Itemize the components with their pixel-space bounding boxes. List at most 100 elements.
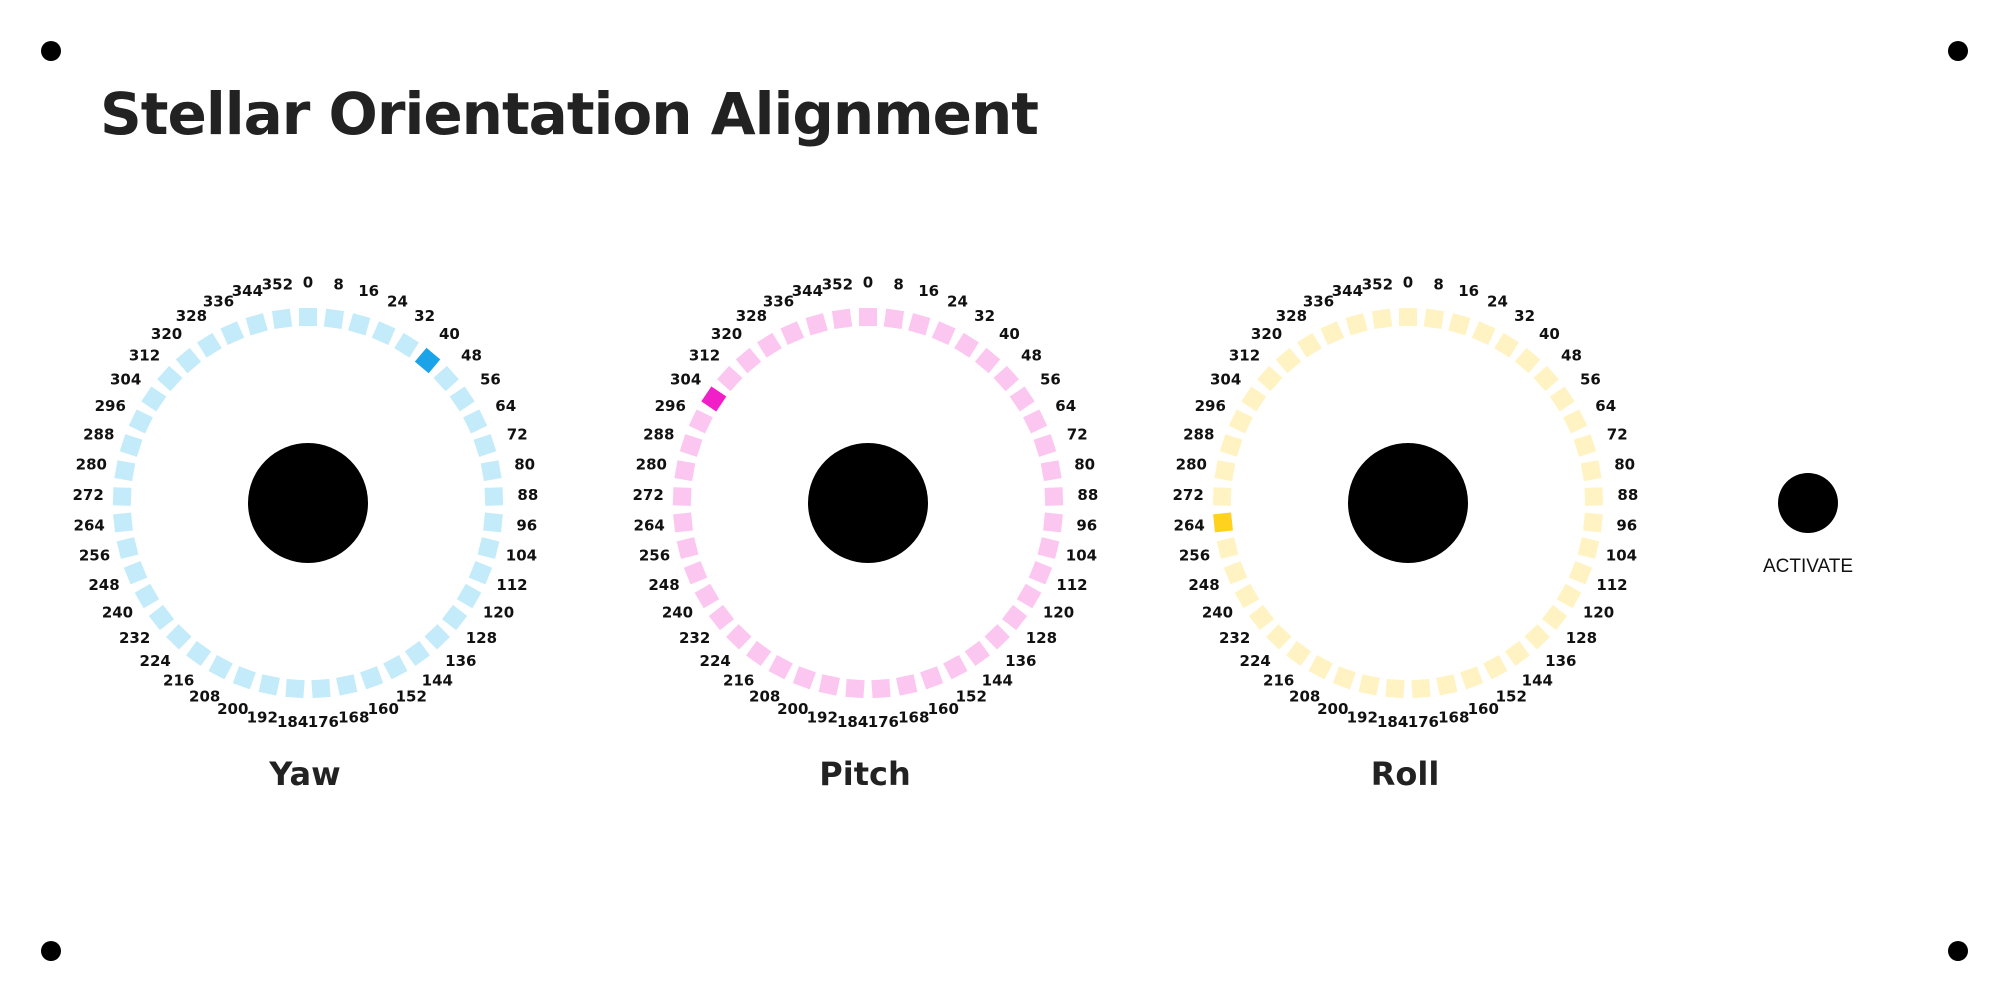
dial-segment[interactable] — [1448, 313, 1471, 336]
dial-segment[interactable] — [441, 604, 468, 631]
dial-segment[interactable] — [1016, 583, 1042, 609]
dial-segment[interactable] — [232, 666, 256, 690]
dial-segment[interactable] — [456, 583, 482, 609]
dial-segment[interactable] — [1577, 537, 1600, 559]
dial-segment[interactable] — [831, 308, 853, 329]
dial-segment[interactable] — [1399, 308, 1417, 326]
dial-segment[interactable] — [768, 655, 793, 680]
dial-segment[interactable] — [1471, 321, 1496, 345]
dial-segment[interactable] — [113, 512, 133, 533]
dial-segment[interactable] — [931, 321, 956, 345]
dial-segment[interactable] — [954, 332, 979, 358]
activate-label[interactable]: ACTIVATE — [1763, 556, 1853, 577]
dial-segment[interactable] — [175, 347, 202, 374]
dial-segment[interactable] — [123, 560, 148, 585]
dial-segment[interactable] — [993, 365, 1019, 392]
dial-segment[interactable] — [1371, 308, 1393, 329]
dial-segment[interactable] — [845, 678, 865, 699]
dial-segment[interactable] — [1345, 313, 1368, 336]
dial-segment[interactable] — [1033, 434, 1057, 457]
dial-segment[interactable] — [1533, 365, 1559, 392]
dial-segment[interactable] — [186, 640, 212, 667]
dial-segment[interactable] — [920, 666, 944, 690]
dial-segment[interactable] — [964, 640, 990, 667]
dial-segment[interactable] — [1266, 624, 1292, 650]
dial-segment[interactable] — [141, 386, 167, 412]
dial-segment[interactable] — [1297, 332, 1322, 358]
dial-indicator[interactable] — [1213, 512, 1233, 533]
dial-segment[interactable] — [1460, 666, 1484, 690]
dial-segment[interactable] — [746, 640, 772, 667]
dial-segment[interactable] — [1423, 308, 1445, 329]
dial-segment[interactable] — [1556, 583, 1582, 609]
dial-segment[interactable] — [335, 674, 358, 696]
dial-segment[interactable] — [1040, 460, 1062, 482]
dial-segment[interactable] — [371, 321, 396, 345]
dial-segment[interactable] — [220, 321, 245, 345]
dial-segment[interactable] — [1541, 604, 1568, 631]
dial-segment[interactable] — [463, 409, 488, 434]
dial-segment[interactable] — [1248, 604, 1275, 631]
dial-segment[interactable] — [424, 624, 450, 650]
dial-segment[interactable] — [818, 674, 841, 696]
dial-segment[interactable] — [299, 308, 317, 326]
dial-segment[interactable] — [895, 674, 918, 696]
dial-segment[interactable] — [694, 583, 720, 609]
dial-segment[interactable] — [1275, 347, 1302, 374]
dial-segment[interactable] — [1219, 434, 1243, 457]
dial-segment[interactable] — [128, 409, 153, 434]
dial-segment[interactable] — [311, 678, 331, 699]
dial-segment[interactable] — [468, 560, 493, 585]
dial-segment[interactable] — [1435, 674, 1458, 696]
dial-segment[interactable] — [484, 487, 504, 506]
dial-segment[interactable] — [676, 537, 699, 559]
dial-segment[interactable] — [449, 386, 475, 412]
dial-segment[interactable] — [735, 347, 762, 374]
dial-segment[interactable] — [679, 434, 703, 457]
dial-segment[interactable] — [1483, 655, 1508, 680]
dial-segment[interactable] — [477, 537, 500, 559]
dial-segment[interactable] — [323, 308, 345, 329]
dial-segment[interactable] — [1257, 365, 1283, 392]
dial-segment[interactable] — [883, 308, 905, 329]
dial-segment[interactable] — [1023, 409, 1048, 434]
dial-segment[interactable] — [1009, 386, 1035, 412]
dial-segment[interactable] — [394, 332, 419, 358]
dial-segment[interactable] — [383, 655, 408, 680]
dial-segment[interactable] — [1411, 678, 1431, 699]
dial-segment[interactable] — [271, 308, 293, 329]
dial-segment[interactable] — [473, 434, 497, 457]
dial-segment[interactable] — [404, 640, 430, 667]
dial-knob[interactable] — [808, 443, 928, 563]
dial-segment[interactable] — [1584, 487, 1604, 506]
dial-segment[interactable] — [1308, 655, 1333, 680]
dial-segment[interactable] — [1494, 332, 1519, 358]
dial-segment[interactable] — [726, 624, 752, 650]
dial-segment[interactable] — [348, 313, 371, 336]
dial-segment[interactable] — [1241, 386, 1267, 412]
dial-segment[interactable] — [116, 537, 139, 559]
dial-segment[interactable] — [360, 666, 384, 690]
dial-segment[interactable] — [1573, 434, 1597, 457]
dial-segment[interactable] — [805, 313, 828, 336]
dial-segment[interactable] — [134, 583, 160, 609]
dial-segment[interactable] — [688, 409, 713, 434]
dial-segment[interactable] — [1524, 624, 1550, 650]
dial-segment[interactable] — [483, 512, 503, 533]
dial-segment[interactable] — [1001, 604, 1028, 631]
dial-knob[interactable] — [1348, 443, 1468, 563]
dial-indicator[interactable] — [414, 347, 441, 374]
dial-segment[interactable] — [1214, 460, 1236, 482]
dial-segment[interactable] — [673, 512, 693, 533]
dial-segment[interactable] — [285, 678, 305, 699]
activate-button[interactable] — [1778, 473, 1838, 533]
dial-segment[interactable] — [1228, 409, 1253, 434]
dial-segment[interactable] — [792, 666, 816, 690]
dial-indicator[interactable] — [701, 386, 727, 412]
dial-segment[interactable] — [1212, 487, 1232, 506]
dial-segment[interactable] — [166, 624, 192, 650]
dial-segment[interactable] — [1028, 560, 1053, 585]
dial-segment[interactable] — [1216, 537, 1239, 559]
dial-segment[interactable] — [433, 365, 459, 392]
dial-segment[interactable] — [780, 321, 805, 345]
